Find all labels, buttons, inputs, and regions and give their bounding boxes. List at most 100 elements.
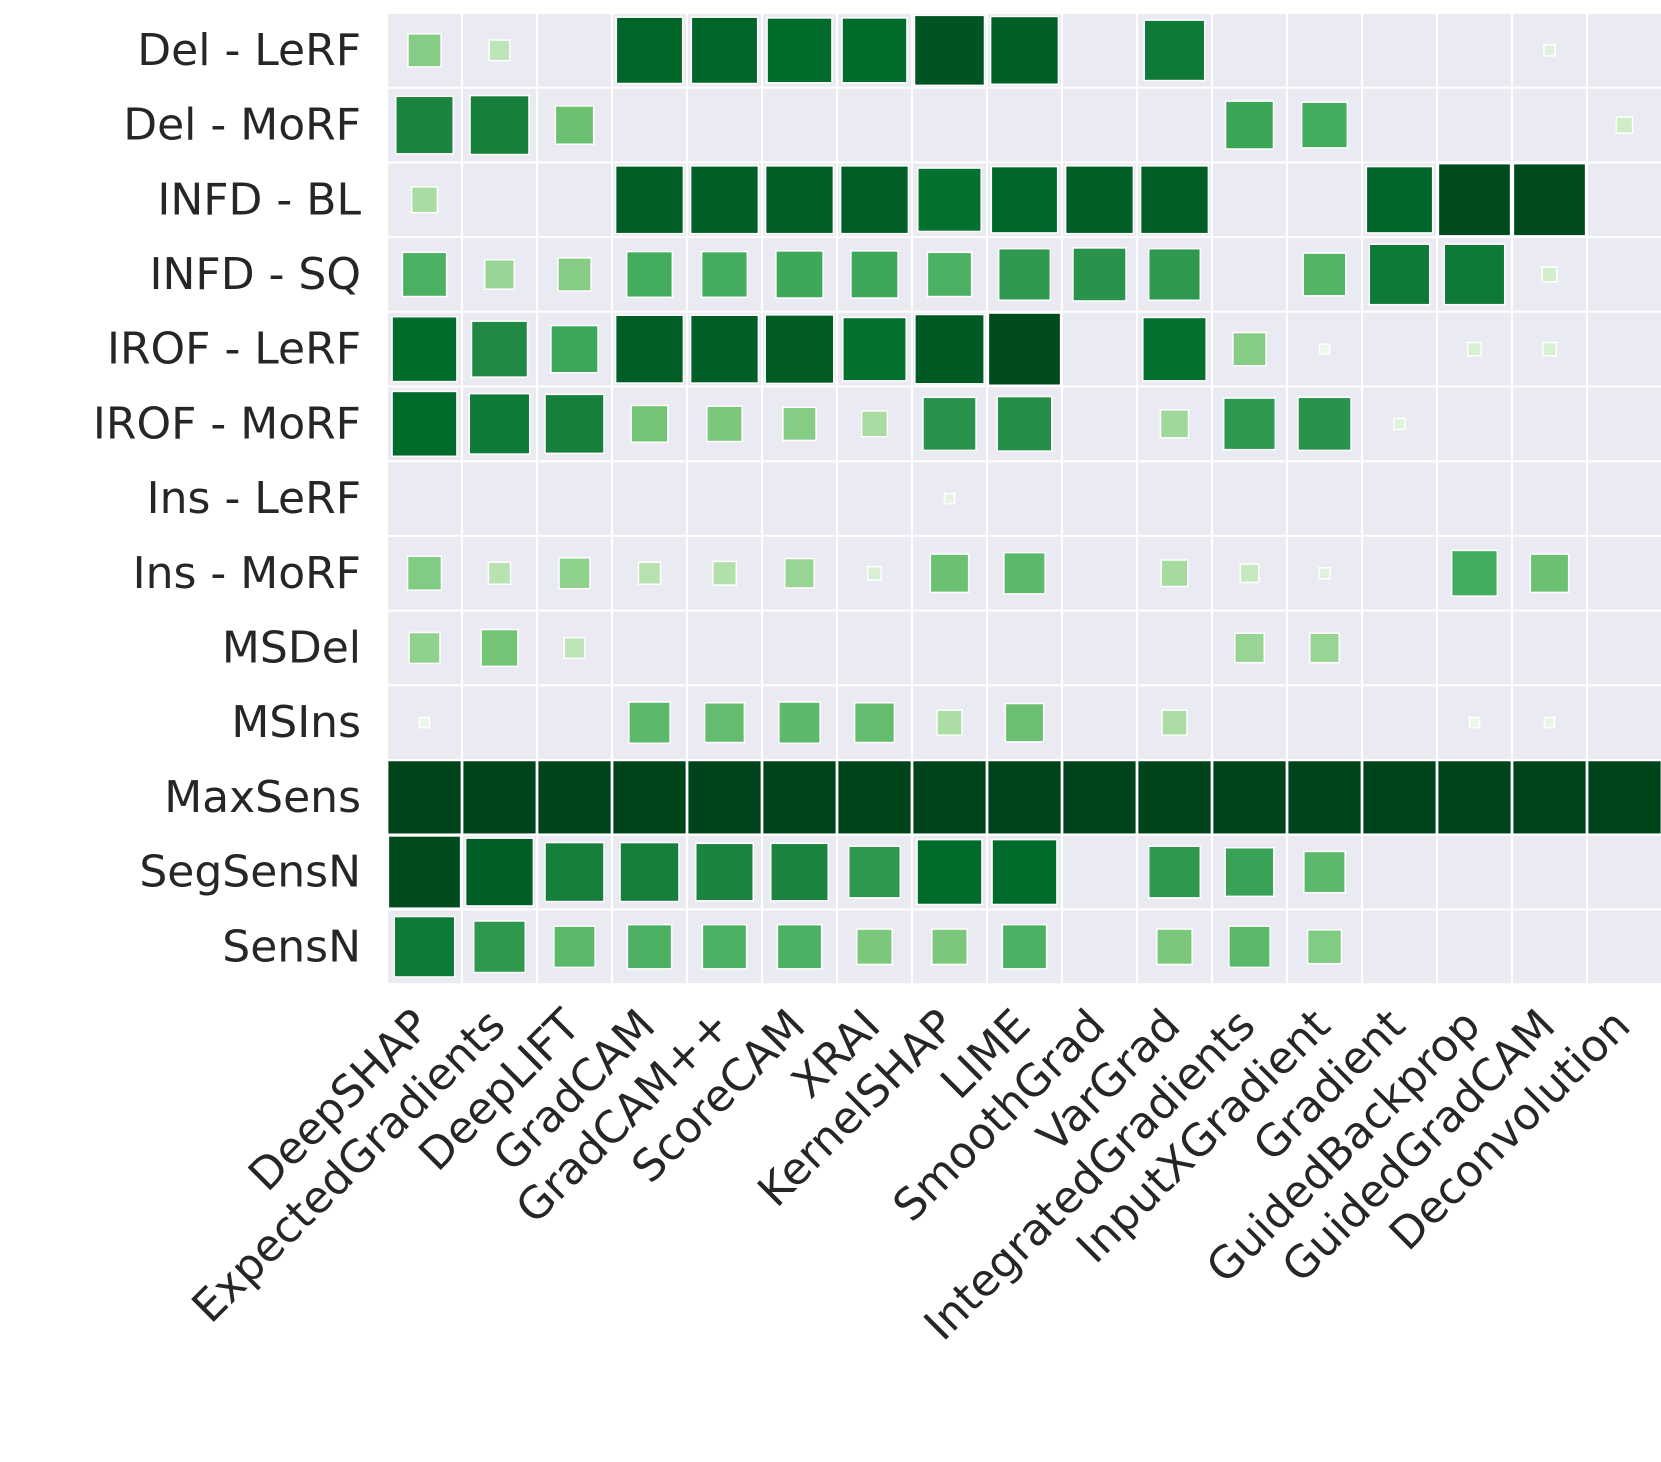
heatmap-cell [1586,759,1661,835]
heatmap-cell [1003,551,1046,595]
heatmap-cells [386,14,1661,978]
heatmap-cell [391,315,458,383]
row-label: Ins - MoRF [133,548,361,599]
heatmap-cell [706,405,743,443]
heatmap-cell [847,845,902,899]
heatmap-cell [1297,396,1352,452]
heatmap-cell [916,838,983,906]
heatmap-cell [1303,850,1346,894]
heatmap-cell [1143,19,1206,82]
heatmap-cell [461,759,538,835]
heatmap-cell [1450,549,1499,597]
heatmap-cell [1468,716,1481,729]
heatmap-cell [1306,929,1343,965]
heatmap-cell [914,313,985,385]
heatmap-cell [1368,243,1431,306]
heatmap-cell [856,928,893,966]
heatmap-cell [1224,100,1275,150]
heatmap-cell [911,759,988,835]
column-label: ExpectedGradients [182,1000,515,1333]
heatmap-cell [1147,845,1202,899]
heatmap-cell [406,555,443,591]
heatmap-cell [550,324,599,374]
heatmap-cell [1228,925,1271,969]
heatmap-cell [614,165,685,235]
heatmap-cell [997,247,1052,301]
heatmap-cell [480,628,519,668]
heatmap-cell [464,837,535,907]
heatmap-cell [778,701,821,745]
heatmap-cell [996,395,1053,452]
row-labels: Del - LeRF Del - MoRF INFD - BL INFD - SQ IR… [93,25,362,972]
heatmap-cell [1136,759,1213,835]
row-label: Del - LeRF [137,25,361,76]
heatmap-cell [842,316,907,382]
heatmap-cell [1072,247,1127,302]
row-label: INFD - BL [157,174,361,225]
heatmap-cell [1529,553,1570,594]
heatmap-cell [1511,759,1588,835]
heatmap-cell [1361,759,1438,835]
heatmap-cell [1064,165,1135,235]
heatmap-cell [1286,759,1363,835]
heatmap-cell [990,165,1059,234]
heatmap-cell [986,759,1063,835]
heatmap-cell [470,320,529,378]
heatmap-cell [418,716,431,729]
heatmap-cell [554,105,595,145]
heatmap-cell [386,759,463,835]
heatmap-cell [407,33,442,68]
heatmap-cell [487,561,512,586]
heatmap-cell [1300,101,1349,149]
heatmap-cell [1159,409,1190,439]
heatmap-cell [1147,247,1202,301]
heatmap-cell [1436,759,1513,835]
heatmap-cell [387,835,462,909]
heatmap-cell [611,759,688,835]
heatmap-cell [776,923,823,970]
heatmap-cell [563,636,586,660]
heatmap-cell [1222,397,1277,451]
heatmap-cell [761,759,838,835]
heatmap-cell [989,15,1060,86]
heatmap-cell [917,167,982,233]
heatmap-cell [619,841,680,903]
heatmap-cell [931,928,968,966]
heatmap-cell [558,557,591,590]
heatmap-cell [841,17,908,84]
heatmap-cell [1542,341,1557,357]
row-label: Del - MoRF [123,100,361,151]
heatmap-cell [408,631,441,665]
heatmap-cell [488,39,511,62]
row-label: MSDel [222,622,361,673]
heatmap-cell [775,250,824,299]
heatmap-cell [393,915,456,978]
heatmap-cell [1211,759,1288,835]
heatmap-cell [860,410,889,438]
row-label: INFD - SQ [150,249,362,300]
heatmap-cell [544,393,605,455]
heatmap-cell [1142,316,1207,382]
heatmap-cell [1160,559,1189,588]
heatmap-cell [1156,928,1193,966]
heatmap-cell [401,251,448,298]
heatmap-cell [853,702,896,744]
row-label: SegSensN [139,847,361,898]
heatmap-cell [615,16,684,85]
heatmap-cell [1004,702,1045,743]
heatmap-cell [544,841,605,903]
heatmap-cell [764,165,835,235]
heatmap-cell [1318,343,1331,355]
heatmap-cell [1512,162,1587,237]
heatmap-cell [472,920,527,974]
heatmap-cell [943,492,956,505]
heatmap-cell [484,258,515,290]
heatmap-cell [764,314,835,385]
heatmap-cell [686,759,763,835]
heatmap-cell [468,392,531,455]
heatmap-cell [689,165,760,235]
row-label: Ins - LeRF [147,473,361,524]
heatmap-cell [1309,632,1340,664]
